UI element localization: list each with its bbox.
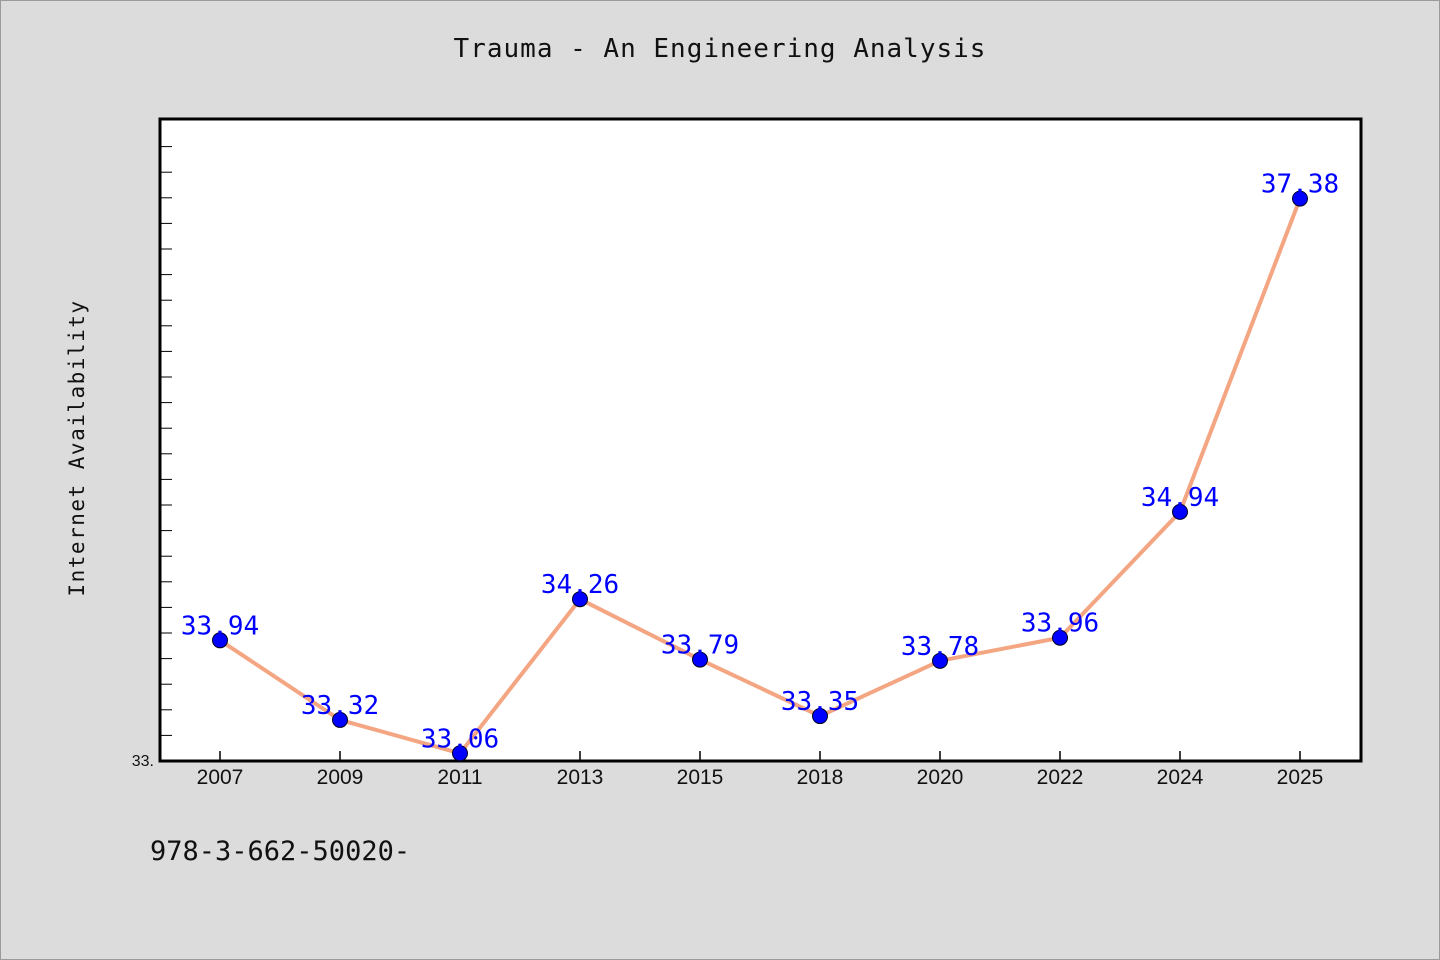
x-axis-tick-labels: 2007 2009 2011 2013 2015 2018 2020 2022 2024 2025: [197, 766, 1324, 789]
data-point: [1052, 629, 1068, 646]
x-tick-label: 2020: [917, 766, 964, 789]
x-tick-label: 2007: [197, 766, 244, 789]
data-label: 33.35: [781, 687, 859, 717]
data-point: [692, 651, 708, 668]
data-point: [212, 632, 228, 649]
data-labels: 33.94 33.32 33.06 34.26 33.79 33.35 33.78 33.96…: [181, 170, 1339, 755]
x-tick-label: 2018: [797, 766, 844, 789]
series-markers: [212, 190, 1308, 762]
plot-area: [158, 117, 1363, 763]
data-label: 34.26: [541, 570, 619, 600]
x-tick-label: 2009: [317, 766, 364, 789]
data-point: [1172, 503, 1188, 520]
y-axis-ticks: [160, 146, 172, 736]
data-label: 34.94: [1141, 483, 1219, 513]
x-tick-label: 2015: [677, 766, 724, 789]
data-label: 33.78: [901, 632, 979, 662]
x-tick-label: 2024: [1157, 766, 1204, 789]
data-label: 33.96: [1021, 609, 1099, 639]
data-label: 33.32: [301, 691, 379, 721]
data-label: 33.94: [181, 611, 259, 641]
data-point: [1292, 190, 1308, 207]
footer-code: 978-3-662-50020-: [150, 836, 411, 867]
x-tick-label: 2011: [437, 766, 482, 789]
data-point: [572, 591, 588, 608]
data-point: [452, 745, 468, 762]
data-point: [932, 652, 948, 669]
data-label: 33.06: [421, 724, 499, 754]
data-point: [812, 708, 828, 725]
chart-title: Trauma - An Engineering Analysis: [453, 34, 987, 64]
x-tick-label: 2013: [557, 766, 604, 789]
data-point: [332, 711, 348, 728]
x-tick-label: 2025: [1277, 766, 1324, 789]
data-label: 33.79: [661, 631, 739, 661]
y-tick-label: 33.: [132, 753, 154, 770]
series-line: [218, 196, 1302, 756]
data-label: 37.38: [1261, 170, 1339, 200]
x-tick-label: 2022: [1037, 766, 1084, 789]
